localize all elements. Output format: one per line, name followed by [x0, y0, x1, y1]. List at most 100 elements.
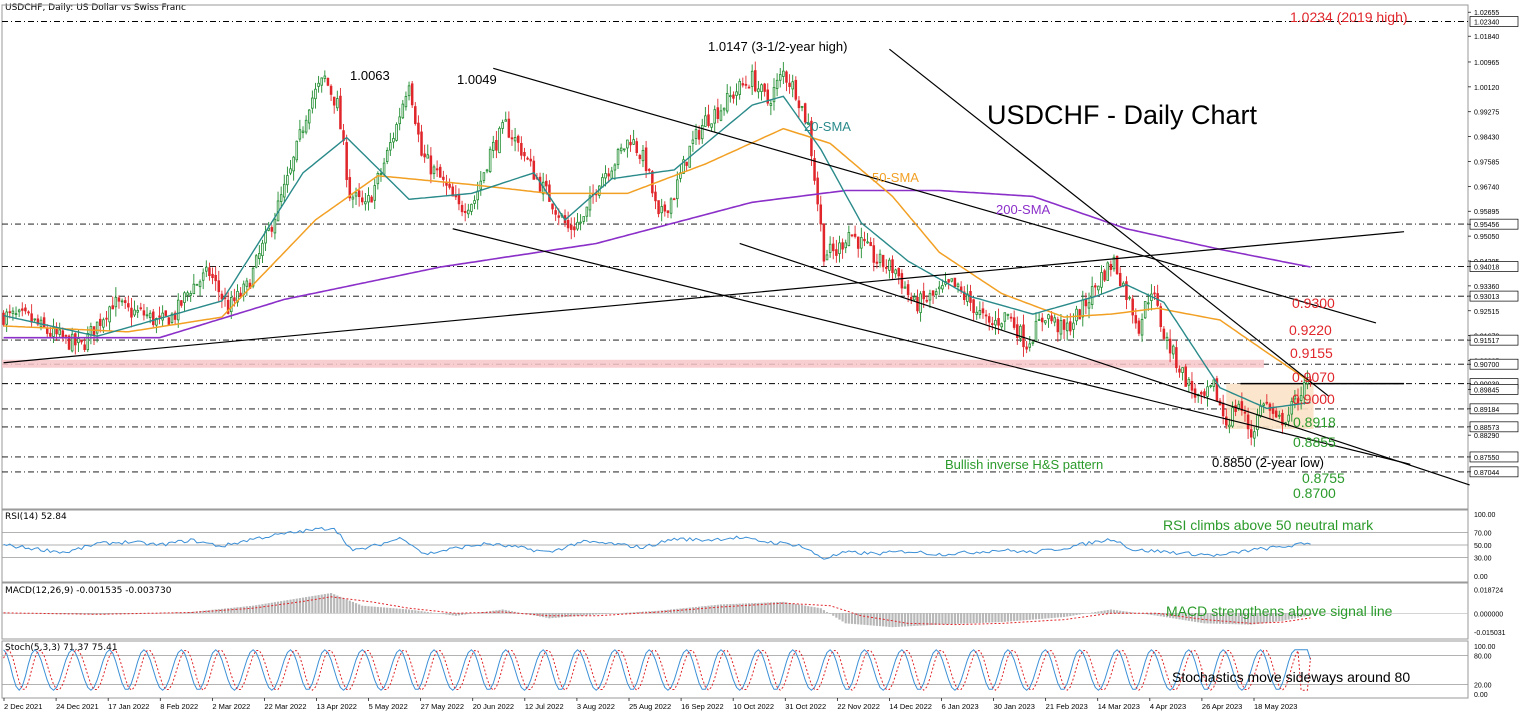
- candle-body: [438, 166, 442, 178]
- candle-body: [754, 70, 757, 92]
- candle-body: [492, 141, 495, 151]
- panel-frame-2: [1, 582, 1469, 640]
- candle-body: [417, 122, 420, 135]
- candle-body: [17, 309, 21, 313]
- date-tick-label: 24 Dec 2021: [56, 702, 99, 711]
- candle-body: [404, 96, 408, 108]
- candle-body: [429, 155, 433, 175]
- candle-body: [888, 259, 891, 271]
- price-tick-label: 0.91517: [1474, 338, 1499, 345]
- candle-body: [1290, 400, 1294, 415]
- candle-body: [258, 253, 261, 260]
- candle-body: [710, 123, 713, 128]
- date-tick-label: 14 Dec 2022: [889, 702, 932, 711]
- annotation-2: 1.0063: [350, 68, 390, 83]
- rsi-panel: [2, 527, 1468, 560]
- candle-body: [1134, 315, 1138, 324]
- date-tick-label: 2 Mar 2022: [212, 702, 250, 711]
- candle-body: [389, 142, 392, 151]
- candle-body: [392, 137, 395, 143]
- candle-body: [529, 158, 532, 162]
- rsi-tick-label: 50.00: [1474, 543, 1492, 550]
- candle-body: [395, 124, 398, 141]
- candle-body: [791, 81, 794, 90]
- price-tick-label: 0.95456: [1474, 222, 1499, 229]
- candle-body: [1206, 386, 1209, 397]
- candle-body: [488, 148, 492, 173]
- candle-body: [11, 310, 15, 314]
- candle-body: [613, 164, 617, 171]
- candle-body: [913, 296, 916, 301]
- candle-body: [672, 198, 676, 201]
- stoch-tick-label: 20.00: [1474, 682, 1492, 689]
- candle-body: [314, 88, 317, 100]
- candle-body: [922, 290, 925, 300]
- candle-body: [1087, 302, 1091, 309]
- candle-body: [86, 333, 90, 351]
- candle-body: [554, 210, 557, 215]
- rsi-line: [3, 527, 1311, 560]
- candle-body: [307, 109, 311, 124]
- candle-body: [420, 131, 423, 156]
- date-tick-label: 17 Jan 2022: [108, 702, 149, 711]
- candle-body: [332, 96, 336, 106]
- price-tick-label: 1.01840: [1474, 34, 1499, 41]
- stoch-tick-label: 80.00: [1474, 654, 1492, 661]
- candle-body: [339, 95, 342, 130]
- candle-body: [385, 149, 389, 162]
- rsi-panel-header: RSI(14) 52.84: [5, 512, 67, 522]
- candle-body: [382, 162, 386, 175]
- candle-body: [691, 139, 695, 144]
- candle-body: [198, 281, 202, 288]
- candle-body: [117, 297, 121, 302]
- candle-body: [881, 254, 885, 268]
- candle-body: [507, 118, 511, 138]
- candle-body: [152, 311, 155, 326]
- date-tick-label: 30 Jan 2023: [994, 702, 1035, 711]
- candle-body: [295, 140, 299, 161]
- candle-body: [167, 317, 171, 326]
- candle-body: [120, 300, 124, 303]
- annotation-0: 1.0234 (2019 high): [1290, 9, 1408, 25]
- candle-body: [148, 312, 152, 319]
- candle-body: [1006, 313, 1010, 316]
- candle-body: [114, 296, 118, 308]
- panel-frame-0: [1, 4, 1469, 511]
- candle-body: [463, 210, 467, 214]
- candle-body: [1162, 328, 1166, 339]
- candle-body: [822, 223, 826, 262]
- candle-body: [42, 317, 46, 328]
- panel-frame-3: [1, 640, 1469, 699]
- candle-body: [123, 300, 127, 304]
- candle-body: [1147, 302, 1150, 305]
- candle-body: [1000, 323, 1003, 328]
- candle-body: [145, 314, 149, 317]
- candle-body: [700, 125, 704, 140]
- candle-body: [513, 137, 517, 142]
- candle-body: [1040, 317, 1044, 323]
- candle-body: [1234, 405, 1237, 412]
- candle-body: [292, 156, 295, 172]
- candle-body: [364, 201, 367, 205]
- candle-body: [788, 82, 791, 87]
- candle-body: [1287, 414, 1290, 422]
- candle-body: [875, 261, 879, 264]
- candle-body: [279, 194, 283, 202]
- date-tick-label: 4 Apr 2023: [1150, 702, 1186, 711]
- candle-body: [797, 100, 801, 109]
- candle-body: [1065, 322, 1069, 332]
- candle-body: [785, 71, 788, 83]
- candle-body: [981, 308, 985, 314]
- candle-body: [501, 122, 504, 129]
- date-tick-label: 2 Dec 2021: [4, 702, 42, 711]
- candle-body: [1022, 324, 1025, 348]
- candle-body: [273, 218, 277, 234]
- candle-body: [757, 88, 760, 93]
- candle-body: [523, 152, 526, 157]
- candle-body: [516, 135, 520, 143]
- panel-frames: [1, 4, 1469, 699]
- rsi-tick-label: 30.00: [1474, 555, 1492, 562]
- price-tick-label: 0.87044: [1474, 470, 1499, 477]
- candle-body: [978, 310, 982, 316]
- candle-body: [217, 280, 221, 293]
